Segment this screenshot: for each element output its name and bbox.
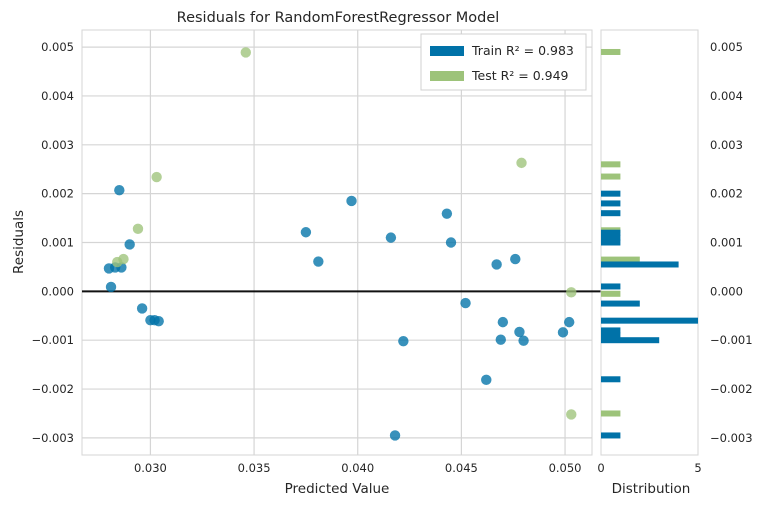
test-distribution-bar <box>601 290 621 297</box>
x-tick-label: 0.035 <box>238 461 271 475</box>
train-point <box>103 263 115 274</box>
train-point <box>441 208 453 219</box>
test-point <box>566 409 577 420</box>
distribution-y-tick-label: −0.002 <box>710 382 753 396</box>
train-point <box>563 316 575 328</box>
train-distribution-bar <box>601 332 621 339</box>
distribution-x-tick-label: 5 <box>694 461 701 475</box>
train-distribution-bar <box>601 432 621 439</box>
train-point <box>313 256 324 267</box>
y-tick-label: −0.001 <box>31 333 74 347</box>
train-distribution-bar <box>601 376 621 383</box>
train-distribution-bar <box>601 210 621 217</box>
train-distribution-bar <box>601 283 621 290</box>
train-point <box>346 195 357 207</box>
distribution-bars <box>601 48 698 439</box>
test-distribution-bar <box>601 256 640 263</box>
distribution-y-tick-label: −0.001 <box>710 333 753 347</box>
legend-swatch-test <box>430 71 464 81</box>
train-point <box>491 259 502 270</box>
x-tick-label: 0.050 <box>549 461 582 475</box>
train-point <box>398 335 409 347</box>
test-point <box>132 223 144 235</box>
test-point <box>566 287 577 298</box>
train-distribution-bar <box>601 300 640 307</box>
train-distribution-bar <box>601 200 621 207</box>
y-tick-label: 0.003 <box>41 138 74 152</box>
test-distribution-bar <box>601 410 621 417</box>
test-point <box>516 157 527 169</box>
test-point <box>151 171 162 183</box>
test-point <box>112 256 123 268</box>
test-point <box>240 47 251 58</box>
x-tick-label: 0.045 <box>445 461 478 475</box>
train-distribution-bar <box>601 327 621 334</box>
train-point <box>557 327 569 338</box>
x-tick-label: 0.030 <box>134 461 167 475</box>
x-axis-label: Predicted Value <box>285 481 390 497</box>
y-tick-label: −0.002 <box>31 382 74 396</box>
legend-label-train: Train R² = 0.983 <box>471 43 574 58</box>
train-point <box>300 227 312 238</box>
train-distribution-bar <box>601 229 621 236</box>
distribution-y-tick-label: 0.001 <box>710 236 743 250</box>
train-distribution-bar <box>601 190 621 197</box>
y-tick-label: 0.000 <box>41 284 74 298</box>
test-distribution-bar <box>601 48 621 55</box>
legend-label-test: Test R² = 0.949 <box>471 68 569 83</box>
x-axis-ticks: 0.030 0.035 0.040 0.045 0.050 <box>134 461 582 475</box>
y-axis-label: Residuals <box>11 210 27 274</box>
train-point <box>153 315 164 327</box>
train-distribution-bar <box>601 239 621 246</box>
train-distribution-bar <box>601 261 679 268</box>
train-distribution-bar <box>601 317 698 324</box>
train-point <box>445 237 457 248</box>
train-point <box>105 281 117 293</box>
y-tick-label: −0.003 <box>31 431 74 445</box>
distribution-y-tick-label: 0.005 <box>710 40 743 54</box>
y-tick-label: 0.005 <box>41 40 74 54</box>
y-tick-label: 0.004 <box>41 89 74 103</box>
train-point <box>497 316 509 328</box>
distribution-y-tick-label: 0.004 <box>710 89 743 103</box>
distribution-y-ticks: −0.003 −0.002 −0.001 0.000 0.001 0.002 0.003 0.… <box>710 40 753 445</box>
train-point <box>514 326 525 338</box>
train-point <box>385 232 397 243</box>
y-axis-ticks: −0.003 −0.002 −0.001 0.000 0.001 0.002 0.003 0.… <box>31 40 74 445</box>
y-tick-label: 0.002 <box>41 187 74 201</box>
distribution-label: Distribution <box>612 481 691 497</box>
train-point <box>460 297 471 309</box>
distribution-y-tick-label: 0.000 <box>710 284 743 298</box>
train-point <box>389 430 401 441</box>
legend-box <box>420 33 587 91</box>
train-point <box>136 303 148 314</box>
distribution-y-tick-label: 0.003 <box>710 138 743 152</box>
train-point <box>518 335 529 346</box>
residual-points <box>103 47 577 441</box>
test-distribution-bar <box>601 173 621 180</box>
distribution-y-tick-label: −0.003 <box>710 431 753 445</box>
y-tick-label: 0.001 <box>41 236 74 250</box>
train-point <box>124 239 135 250</box>
x-tick-label: 0.040 <box>341 461 374 475</box>
train-point <box>510 253 521 265</box>
train-distribution-bar <box>601 234 621 241</box>
distribution-y-tick-label: 0.002 <box>710 187 743 201</box>
train-point <box>495 334 506 345</box>
train-point <box>114 185 125 196</box>
train-distribution-bar <box>601 337 660 344</box>
test-distribution-bar <box>601 161 621 168</box>
legend-swatch-train <box>430 46 464 56</box>
distribution-x-tick-label: 0 <box>597 461 604 475</box>
chart-title: Residuals for RandomForestRegressor Mode… <box>177 10 500 26</box>
train-point <box>481 374 492 385</box>
legend: Train R² = 0.983 Test R² = 0.949 <box>420 33 587 91</box>
